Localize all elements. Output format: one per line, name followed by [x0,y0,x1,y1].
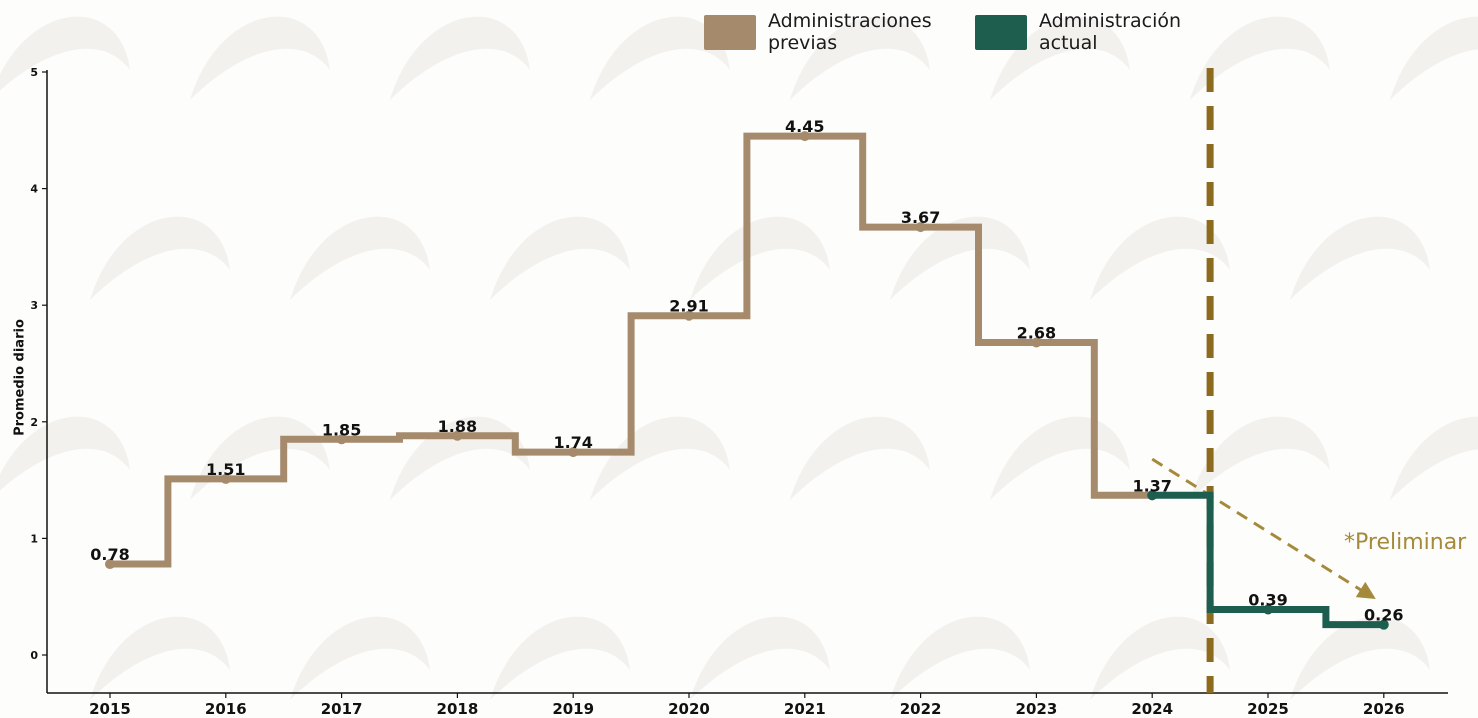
background-swirl [390,16,530,100]
background-swirl [790,16,930,100]
background-swirl [490,616,630,700]
background-swirl [490,216,630,300]
background-swirl [1390,416,1478,500]
trend-arrow-head [1355,581,1376,600]
y-tick-label: 2 [30,416,38,429]
x-tick-label: 2019 [552,700,594,718]
background-swirl [690,616,830,700]
data-label: 1.51 [206,460,245,479]
y-tick-label: 0 [30,649,38,662]
background-swirl [1290,216,1430,300]
background-swirl [890,216,1030,300]
series-lines [105,131,1389,630]
data-point [568,447,579,458]
background-swirl [290,616,430,700]
x-tick-label: 2024 [1131,700,1173,718]
background-swirl [90,216,230,300]
background-swirl [1090,216,1230,300]
legend-swatch-previous [704,15,756,50]
background-swirl [290,216,430,300]
x-tick-label: 2017 [321,700,363,718]
data-label: 4.45 [785,117,824,136]
x-tick-label: 2025 [1247,700,1289,718]
x-tick-label: 2026 [1363,700,1405,718]
data-point [336,434,347,445]
background-swirl [1290,616,1430,700]
y-tick-label: 3 [30,299,38,312]
background-swirl [590,416,730,500]
background-swirl [1190,16,1330,100]
data-point [915,222,926,233]
x-tick-label: 2016 [205,700,247,718]
data-label: 0.39 [1248,591,1287,610]
background-swirl [990,16,1130,100]
legend-label-previous: Administraciones previas [768,10,932,54]
data-point [452,430,463,441]
data-point [1378,619,1389,630]
background-swirl [0,16,130,91]
x-tick-label: 2018 [437,700,479,718]
background-swirl [590,16,730,100]
data-label: 0.26 [1364,606,1403,625]
series-line-previous [110,132,1153,568]
legend-label-current: Administración actual [1039,10,1182,54]
x-tick-label: 2015 [89,700,131,718]
background-swirl [190,16,330,100]
background-swirl [1190,416,1330,500]
data-point [799,131,810,142]
x-tick-label: 2020 [668,700,710,718]
x-tick-label: 2021 [784,700,826,718]
data-labels: 0.78 1.51 1.85 1.88 1.74 2.91 4.45 3.67 2.68 1.37… [90,117,1403,625]
data-label: 1.74 [553,433,592,452]
data-point [105,559,115,570]
data-point [1031,337,1042,348]
legend-swatch-current [975,15,1027,50]
y-axis-label: Promedio diario [12,319,28,436]
background-swirl [890,616,1030,700]
y-tick-label: 4 [30,183,38,196]
legend-item-current: Administración actual [975,10,1209,54]
data-point [1147,490,1158,501]
background-swirl [790,416,930,500]
data-label: 2.91 [669,297,708,316]
data-point [684,310,694,321]
data-label: 0.78 [90,545,129,564]
background-swirl [90,616,230,700]
background-swirl [1090,616,1230,700]
data-label: 1.88 [438,417,477,436]
y-tick-label: 5 [30,66,38,79]
background-swirl [1390,16,1478,100]
y-tick-label: 1 [30,532,38,545]
data-label: 1.85 [322,420,361,439]
preliminary-annotation: *Preliminar [1344,530,1467,555]
trend-arrow-line [1151,457,1367,595]
legend-item-previous: Administraciones previas [704,10,958,54]
x-tick-label: 2023 [1016,700,1058,718]
background-swirl [0,416,130,491]
trend-arrow [1151,457,1376,600]
data-label: 2.68 [1017,324,1056,343]
background-swirl [690,216,830,300]
data-label: 3.67 [901,208,940,227]
axes: 0 1 2 3 4 5 2015 2016 2017 2018 2019 2020 2021 2022 20… [30,66,1448,718]
x-tick-label: 2022 [900,700,942,718]
data-point [220,473,231,484]
data-label: 1.37 [1132,476,1171,495]
data-point [1263,604,1273,615]
